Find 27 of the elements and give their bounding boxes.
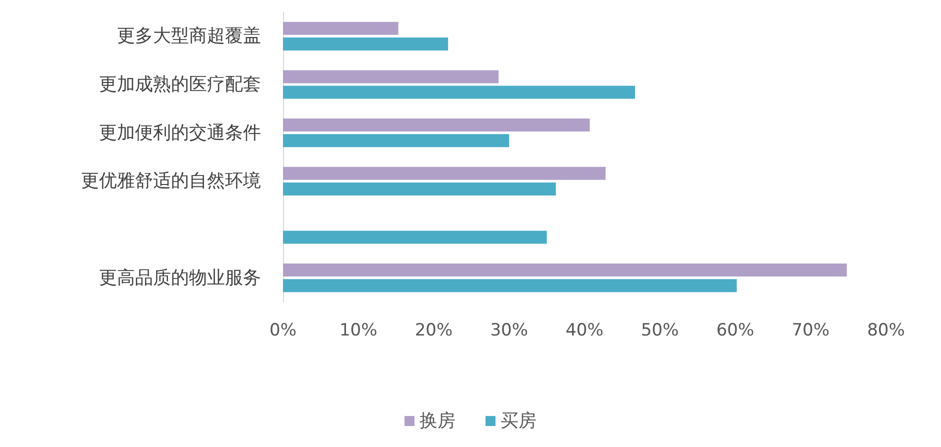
bar xyxy=(283,182,556,196)
x-tick-label: 20% xyxy=(414,320,453,340)
bar xyxy=(283,86,635,99)
y-tick-label: 更优雅舒适的自然环境 xyxy=(81,170,261,192)
y-tick-label: 更加成熟的医疗配套 xyxy=(99,74,261,95)
bar xyxy=(283,118,590,132)
bar xyxy=(283,22,398,35)
bar xyxy=(283,166,606,180)
bar xyxy=(283,264,847,277)
x-tick-label: 70% xyxy=(792,320,830,340)
y-tick-label: 更高品质的物业服务 xyxy=(99,267,261,288)
x-tick-label: 40% xyxy=(566,320,604,340)
bar xyxy=(283,37,448,50)
bar xyxy=(283,134,510,148)
x-tick-label: 10% xyxy=(339,320,378,340)
legend-label: 买房 xyxy=(500,410,536,432)
bar xyxy=(283,230,547,244)
x-tick-label: 80% xyxy=(867,320,905,340)
x-tick-label: 60% xyxy=(716,320,754,340)
bar xyxy=(283,279,737,292)
y-tick-label: 更加便利的交通条件 xyxy=(99,122,261,144)
x-tick-label: 50% xyxy=(640,320,679,340)
x-tick-label: 0% xyxy=(270,320,296,340)
legend-label: 换房 xyxy=(420,410,456,432)
y-tick-label: 更多大型商超覆盖 xyxy=(117,26,261,47)
bar xyxy=(283,70,499,84)
x-tick-label: 30% xyxy=(490,320,528,340)
